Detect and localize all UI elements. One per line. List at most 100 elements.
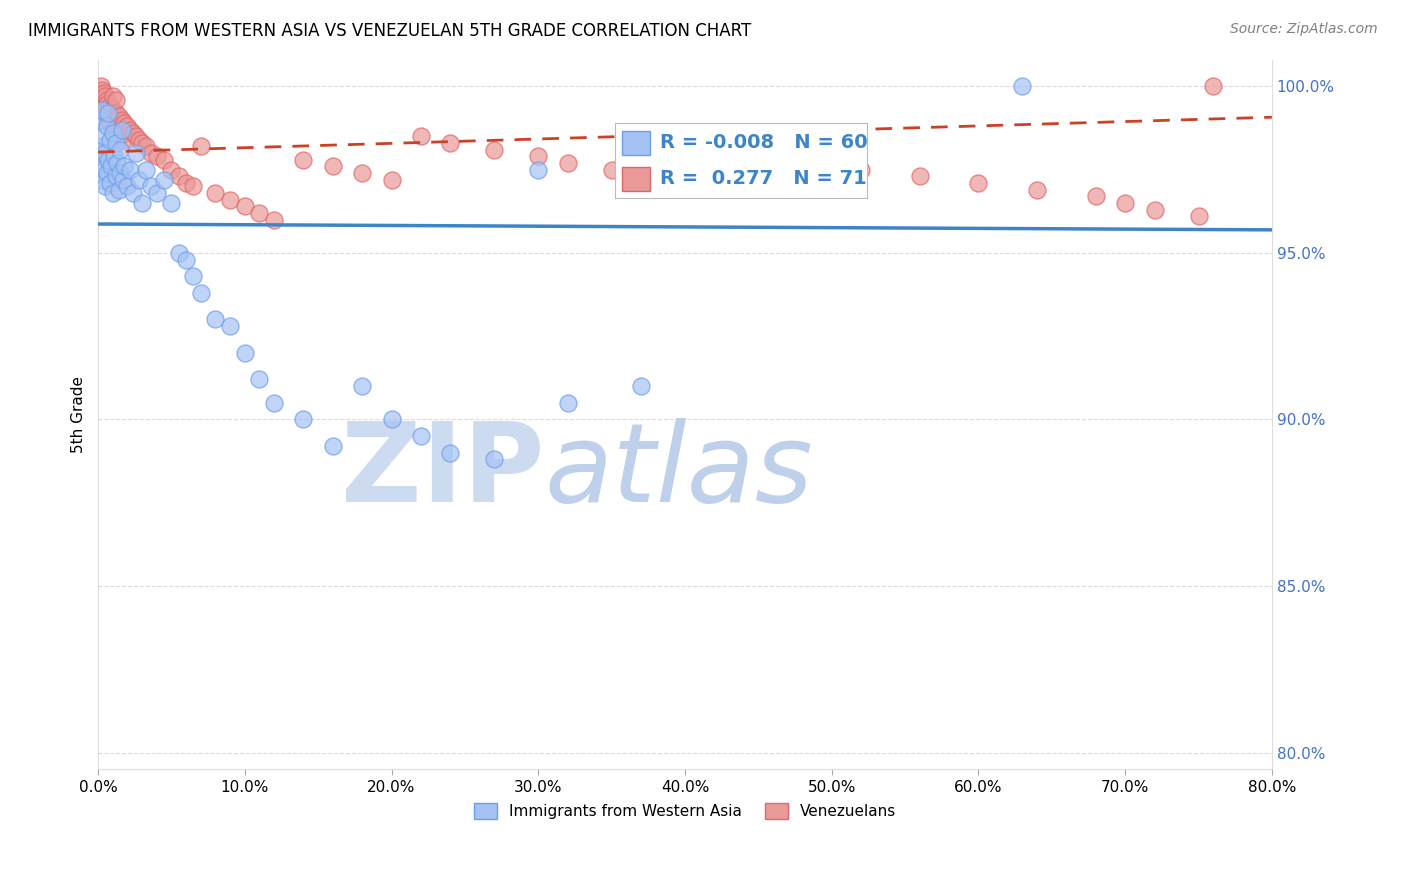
- Point: [557, 156, 579, 170]
- Point: [352, 166, 374, 180]
- Point: [527, 162, 550, 177]
- Point: [107, 182, 129, 196]
- Point: [439, 446, 461, 460]
- Point: [190, 139, 212, 153]
- Legend: Immigrants from Western Asia, Venezuelans: Immigrants from Western Asia, Venezuelan…: [468, 797, 903, 825]
- Point: [249, 372, 271, 386]
- Point: [557, 396, 579, 410]
- Point: [93, 162, 115, 177]
- Point: [174, 252, 197, 267]
- Point: [139, 145, 162, 160]
- Point: [153, 172, 176, 186]
- Point: [96, 93, 118, 107]
- Point: [114, 116, 136, 130]
- Point: [120, 162, 142, 177]
- Point: [117, 120, 139, 134]
- Point: [1084, 189, 1107, 203]
- Point: [100, 159, 122, 173]
- Point: [104, 136, 127, 150]
- Point: [128, 132, 150, 146]
- Point: [233, 346, 256, 360]
- Point: [1026, 182, 1049, 196]
- Point: [90, 79, 112, 94]
- Point: [139, 179, 162, 194]
- Point: [409, 429, 432, 443]
- Point: [1011, 79, 1033, 94]
- Point: [101, 126, 124, 140]
- Point: [1187, 209, 1209, 223]
- Point: [219, 319, 242, 334]
- Point: [292, 153, 315, 167]
- Point: [105, 156, 128, 170]
- Point: [174, 176, 197, 190]
- Y-axis label: 5th Grade: 5th Grade: [72, 376, 86, 453]
- Point: [96, 166, 118, 180]
- Point: [322, 159, 344, 173]
- Point: [97, 106, 120, 120]
- Point: [352, 379, 374, 393]
- Point: [111, 132, 134, 146]
- Point: [93, 86, 115, 100]
- Text: ZIP: ZIP: [340, 417, 544, 524]
- Point: [104, 106, 127, 120]
- Point: [249, 206, 271, 220]
- Point: [380, 172, 402, 186]
- Point: [108, 143, 131, 157]
- Point: [409, 129, 432, 144]
- Point: [439, 136, 461, 150]
- Point: [167, 245, 190, 260]
- Point: [1202, 79, 1225, 94]
- Point: [107, 109, 129, 123]
- Point: [117, 179, 139, 194]
- Point: [190, 285, 212, 300]
- Point: [128, 172, 150, 186]
- Point: [100, 120, 122, 134]
- Point: [94, 179, 117, 194]
- Point: [108, 129, 131, 144]
- Point: [122, 126, 145, 140]
- Point: [114, 159, 136, 173]
- Point: [233, 199, 256, 213]
- Point: [644, 129, 666, 144]
- Point: [98, 132, 121, 146]
- Point: [145, 149, 167, 163]
- Point: [484, 452, 506, 467]
- Point: [630, 379, 652, 393]
- Point: [96, 120, 118, 134]
- Point: [101, 103, 124, 117]
- Point: [101, 89, 124, 103]
- Point: [806, 156, 828, 170]
- Point: [94, 106, 117, 120]
- Point: [104, 93, 127, 107]
- Point: [527, 149, 550, 163]
- Point: [263, 396, 285, 410]
- Point: [160, 195, 183, 210]
- Point: [131, 136, 153, 150]
- Point: [125, 145, 148, 160]
- Point: [94, 89, 117, 103]
- Point: [292, 412, 315, 426]
- Point: [1143, 202, 1166, 217]
- Point: [108, 166, 131, 180]
- Point: [131, 195, 153, 210]
- Point: [98, 99, 121, 113]
- Point: [103, 122, 125, 136]
- Point: [98, 176, 121, 190]
- Point: [849, 162, 872, 177]
- Point: [110, 122, 132, 136]
- Point: [93, 103, 115, 117]
- Point: [673, 136, 696, 150]
- Point: [98, 116, 121, 130]
- Point: [380, 412, 402, 426]
- Point: [219, 193, 242, 207]
- Point: [120, 122, 142, 136]
- Point: [91, 103, 114, 117]
- Point: [97, 112, 120, 127]
- Point: [93, 129, 115, 144]
- Point: [122, 186, 145, 200]
- Point: [183, 179, 205, 194]
- Point: [91, 99, 114, 113]
- Point: [204, 312, 226, 326]
- Point: [167, 169, 190, 184]
- Point: [135, 139, 157, 153]
